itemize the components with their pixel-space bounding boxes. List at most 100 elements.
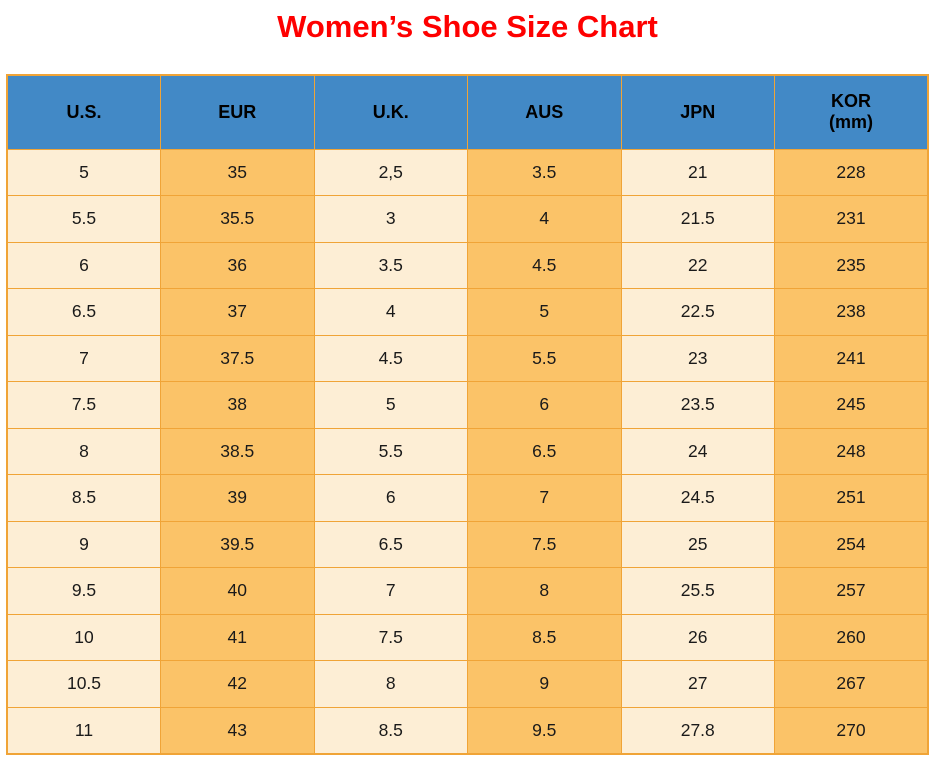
- table-cell-aus: 3.5: [467, 148, 622, 196]
- column-header-aus: AUS: [467, 74, 622, 150]
- table-row: 10 41 7.5 8.5 26 260: [6, 613, 929, 661]
- table-cell-aus: 6.5: [467, 427, 622, 475]
- column-header-label: KOR: [831, 91, 871, 112]
- table-cell-u-s: 5: [6, 148, 161, 196]
- table-cell-u-s: 9: [6, 520, 161, 568]
- table-cell-u-k: 8.5: [313, 706, 468, 754]
- table-cell-jpn: 22.5: [620, 288, 775, 336]
- table-cell-u-k: 4.5: [313, 334, 468, 382]
- table-cell-kor-mm: 254: [774, 520, 929, 568]
- table-cell-u-s: 9.5: [6, 567, 161, 615]
- table-cell-aus: 5.5: [467, 334, 622, 382]
- table-cell-u-s: 7: [6, 334, 161, 382]
- column-header-label: EUR: [218, 101, 257, 122]
- table-cell-aus: 9.5: [467, 706, 622, 754]
- table-cell-eur: 41: [160, 613, 315, 661]
- table-cell-eur: 36: [160, 241, 315, 289]
- table-cell-u-k: 3: [313, 195, 468, 243]
- table-row: 5.5 35.5 3 4 21.5 231: [6, 195, 929, 243]
- table-cell-eur: 43: [160, 706, 315, 754]
- table-cell-jpn: 27.8: [620, 706, 775, 754]
- column-header-label: JPN: [680, 101, 716, 122]
- table-cell-kor-mm: 238: [774, 288, 929, 336]
- table-cell-aus: 8.5: [467, 613, 622, 661]
- table-cell-jpn: 27: [620, 660, 775, 708]
- table-cell-jpn: 23: [620, 334, 775, 382]
- table-row: 10.5 42 8 9 27 267: [6, 660, 929, 708]
- column-header-kor-mm: KOR (mm): [774, 74, 929, 150]
- page-title: Women’s Shoe Size Chart: [277, 9, 658, 44]
- column-header-jpn: JPN: [620, 74, 775, 150]
- column-header-label: U.S.: [66, 101, 102, 122]
- table-cell-jpn: 21: [620, 148, 775, 196]
- table-cell-kor-mm: 228: [774, 148, 929, 196]
- table-cell-u-k: 4: [313, 288, 468, 336]
- table-cell-u-s: 7.5: [6, 381, 161, 429]
- table-cell-eur: 37.5: [160, 334, 315, 382]
- table-cell-aus: 7: [467, 474, 622, 522]
- table-cell-u-k: 8: [313, 660, 468, 708]
- column-header-sublabel: (mm): [829, 112, 873, 133]
- table-cell-jpn: 22: [620, 241, 775, 289]
- table-cell-u-s: 10.5: [6, 660, 161, 708]
- table-cell-aus: 4: [467, 195, 622, 243]
- column-header-u-k: U.K.: [313, 74, 468, 150]
- table-row: 7.5 38 5 6 23.5 245: [6, 381, 929, 429]
- table-cell-kor-mm: 248: [774, 427, 929, 475]
- table-cell-kor-mm: 251: [774, 474, 929, 522]
- table-cell-u-k: 6.5: [313, 520, 468, 568]
- table-body: 5 35 2,5 3.5 21 228 5.5 35.5 3 4 21.5 231 6 36 3.5 4.5 2…: [6, 148, 929, 754]
- table-cell-kor-mm: 267: [774, 660, 929, 708]
- table-cell-u-s: 6.5: [6, 288, 161, 336]
- table-header-row: U.S. EUR U.K. AUS JPN KOR (mm): [6, 74, 929, 150]
- table-cell-eur: 35: [160, 148, 315, 196]
- table-row: 5 35 2,5 3.5 21 228: [6, 148, 929, 196]
- table-cell-eur: 40: [160, 567, 315, 615]
- table-cell-eur: 42: [160, 660, 315, 708]
- table-cell-aus: 8: [467, 567, 622, 615]
- table-cell-u-k: 6: [313, 474, 468, 522]
- table-row: 7 37.5 4.5 5.5 23 241: [6, 334, 929, 382]
- table-cell-kor-mm: 257: [774, 567, 929, 615]
- table-cell-kor-mm: 241: [774, 334, 929, 382]
- table-cell-u-k: 7.5: [313, 613, 468, 661]
- table-cell-jpn: 24.5: [620, 474, 775, 522]
- table-cell-kor-mm: 260: [774, 613, 929, 661]
- table-cell-u-s: 8: [6, 427, 161, 475]
- table-cell-u-s: 5.5: [6, 195, 161, 243]
- table-cell-aus: 6: [467, 381, 622, 429]
- table-cell-u-k: 3.5: [313, 241, 468, 289]
- table-cell-u-s: 11: [6, 706, 161, 754]
- table-cell-eur: 35.5: [160, 195, 315, 243]
- table-cell-aus: 7.5: [467, 520, 622, 568]
- table-row: 9.5 40 7 8 25.5 257: [6, 567, 929, 615]
- table-cell-jpn: 24: [620, 427, 775, 475]
- table-row: 6 36 3.5 4.5 22 235: [6, 241, 929, 289]
- table-cell-kor-mm: 235: [774, 241, 929, 289]
- table-row: 9 39.5 6.5 7.5 25 254: [6, 520, 929, 568]
- table-cell-jpn: 21.5: [620, 195, 775, 243]
- table-cell-u-k: 7: [313, 567, 468, 615]
- header-row: U.S. EUR U.K. AUS JPN KOR (mm): [6, 74, 929, 150]
- column-header-u-s: U.S.: [6, 74, 161, 150]
- column-header-eur: EUR: [160, 74, 315, 150]
- table-cell-eur: 37: [160, 288, 315, 336]
- table-row: 8 38.5 5.5 6.5 24 248: [6, 427, 929, 475]
- table-cell-eur: 39: [160, 474, 315, 522]
- table-cell-u-s: 8.5: [6, 474, 161, 522]
- table-cell-u-s: 6: [6, 241, 161, 289]
- table-cell-eur: 38: [160, 381, 315, 429]
- column-header-label: U.K.: [372, 101, 409, 122]
- table-cell-eur: 38.5: [160, 427, 315, 475]
- table-row: 11 43 8.5 9.5 27.8 270: [6, 706, 929, 754]
- table-cell-kor-mm: 245: [774, 381, 929, 429]
- table-cell-aus: 9: [467, 660, 622, 708]
- table-cell-u-k: 2,5: [313, 148, 468, 196]
- table-cell-u-k: 5.5: [313, 427, 468, 475]
- table-row: 8.5 39 6 7 24.5 251: [6, 474, 929, 522]
- shoe-size-table: U.S. EUR U.K. AUS JPN KOR (mm) 5 35 2,5 3.5 21 228 5…: [6, 74, 929, 755]
- table-cell-jpn: 26: [620, 613, 775, 661]
- table-cell-aus: 5: [467, 288, 622, 336]
- table-cell-kor-mm: 270: [774, 706, 929, 754]
- column-header-label: AUS: [525, 101, 564, 122]
